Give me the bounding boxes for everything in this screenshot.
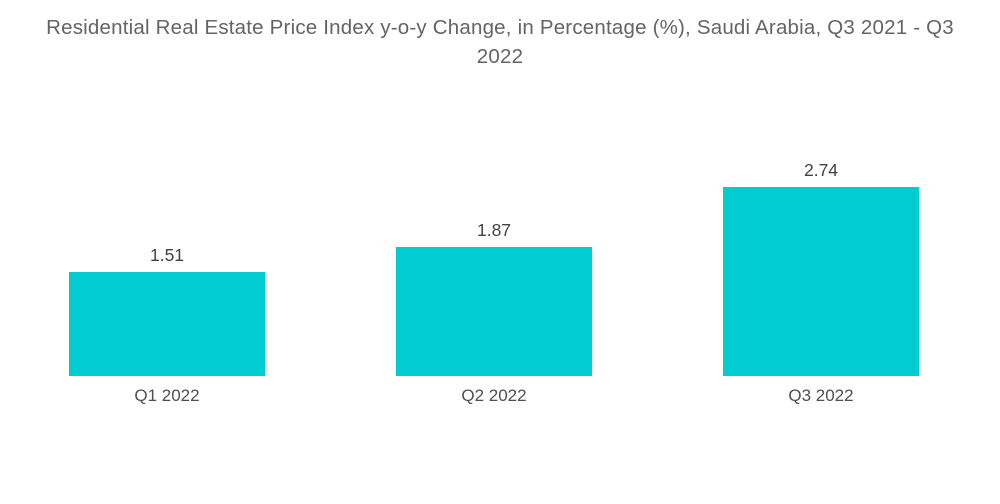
bar-value-label: 1.87	[476, 220, 512, 240]
x-axis-label: Q2 2022	[461, 386, 527, 405]
plot-area: 1.51 Q1 2022 1.87 Q2 2022 2.74 Q3 2022	[69, 0, 919, 406]
bar-q1-2022	[69, 272, 265, 376]
bar-value-label: 1.51	[149, 245, 185, 265]
x-axis-label: Q3 2022	[788, 386, 854, 405]
x-axis-label: Q1 2022	[134, 386, 200, 405]
bar-value-label: 2.74	[803, 160, 839, 180]
bar-q2-2022	[396, 247, 592, 376]
bar-q3-2022	[723, 187, 919, 376]
bar-group-q3-2022: 2.74 Q3 2022	[723, 160, 919, 406]
bar-group-q2-2022: 1.87 Q2 2022	[396, 220, 592, 406]
bar-group-q1-2022: 1.51 Q1 2022	[69, 245, 265, 406]
chart-title: Residential Real Estate Price Index y-o-…	[46, 16, 954, 68]
